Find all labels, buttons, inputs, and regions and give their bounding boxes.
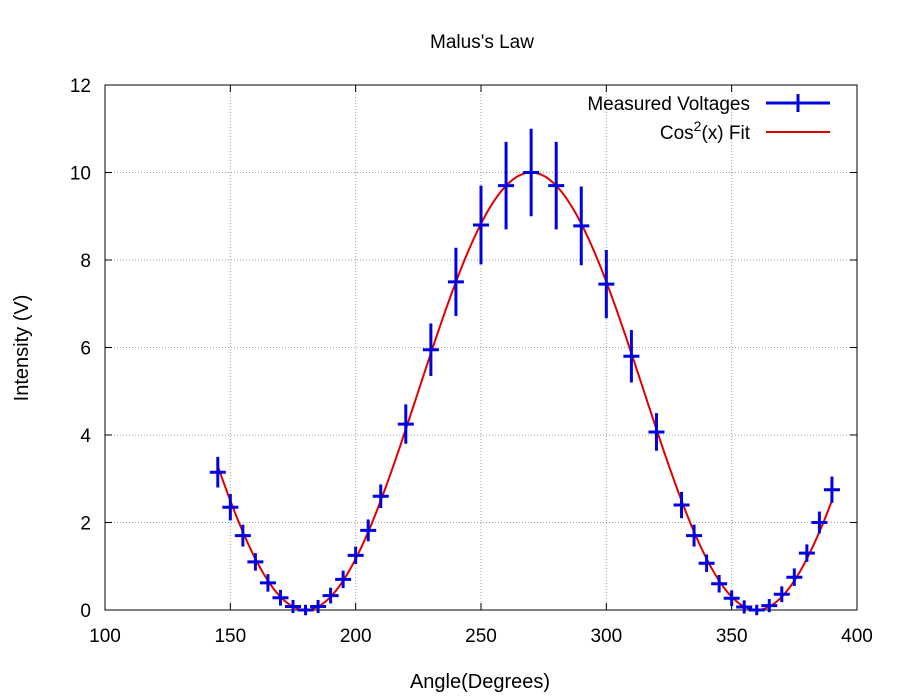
- y-tick-label: 4: [80, 426, 91, 447]
- y-tick-label: 10: [70, 164, 91, 185]
- x-tick-label: 200: [340, 626, 372, 647]
- y-tick-label: 8: [80, 251, 91, 272]
- y-tick-label: 6: [80, 339, 91, 360]
- chart-title: Malus's Law: [430, 32, 534, 53]
- fit-curve: [216, 171, 833, 612]
- legend-label-fit: Cos2(x) Fit: [660, 118, 751, 144]
- x-tick-label: 350: [716, 626, 748, 647]
- x-tick-label: 100: [89, 626, 121, 647]
- y-axis-label: Intensity (V): [11, 295, 33, 402]
- x-tick-label: 250: [465, 626, 497, 647]
- x-tick-label: 150: [214, 626, 246, 647]
- x-axis-label: Angle(Degrees): [410, 671, 550, 693]
- measured-points-group: [209, 128, 840, 616]
- y-tick-label: 0: [80, 601, 91, 622]
- grid-lines: [105, 85, 857, 610]
- fit-curve-group: [216, 171, 833, 612]
- x-tick-label: 400: [841, 626, 873, 647]
- y-tick-label: 2: [80, 514, 91, 535]
- y-tick-label: 12: [70, 76, 91, 97]
- legend-label-measured: Measured Voltages: [587, 94, 750, 115]
- legend: Measured Voltages Cos2(x) Fit: [587, 94, 830, 144]
- axis-ticks: 100 150 200 250 300 350 400 0 2 4 6 8 10 12: [70, 76, 873, 647]
- x-tick-label: 300: [590, 626, 622, 647]
